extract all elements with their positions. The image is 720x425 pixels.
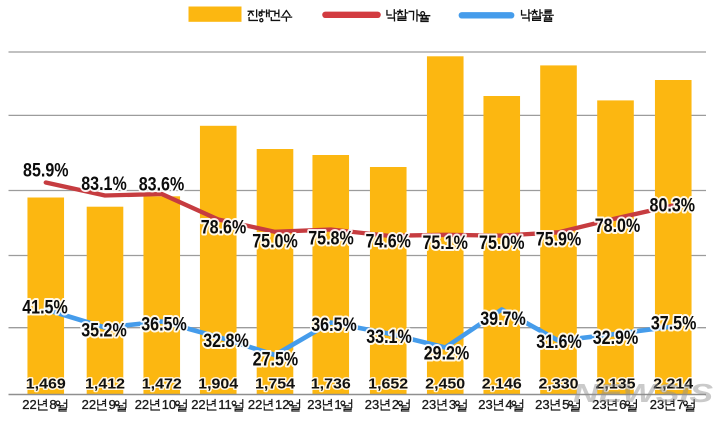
svg-text:78.6%: 78.6% (201, 218, 247, 239)
svg-text:2,450: 2,450 (425, 375, 465, 392)
svg-text:29.2%: 29.2% (424, 344, 470, 365)
svg-text:2,214: 2,214 (653, 375, 694, 392)
svg-text:1,412: 1,412 (85, 375, 125, 392)
svg-text:22: 22 (135, 397, 149, 412)
svg-text:39.7%: 39.7% (480, 309, 526, 330)
svg-text:75.0%: 75.0% (479, 233, 525, 254)
svg-text:2,330: 2,330 (539, 375, 579, 392)
svg-text:7: 7 (677, 397, 684, 412)
svg-text:27.5%: 27.5% (253, 350, 299, 371)
svg-text:1,736: 1,736 (311, 375, 351, 392)
svg-text:36.5%: 36.5% (141, 315, 187, 336)
svg-text:4: 4 (505, 397, 512, 412)
svg-text:75.1%: 75.1% (422, 233, 468, 254)
svg-text:36.5%: 36.5% (311, 315, 357, 336)
svg-text:75.0%: 75.0% (252, 232, 298, 253)
svg-text:22: 22 (82, 397, 96, 412)
svg-text:83.6%: 83.6% (139, 175, 185, 196)
svg-text:22: 22 (22, 397, 36, 412)
svg-text:31.6%: 31.6% (536, 332, 582, 353)
svg-text:23: 23 (422, 397, 436, 412)
svg-text:5: 5 (562, 397, 569, 412)
svg-text:11: 11 (218, 397, 232, 412)
svg-text:23: 23 (535, 397, 549, 412)
svg-text:1,904: 1,904 (198, 375, 239, 392)
svg-text:3: 3 (449, 397, 456, 412)
svg-text:1,469: 1,469 (26, 375, 66, 392)
svg-text:2,146: 2,146 (482, 375, 522, 392)
svg-text:23: 23 (650, 397, 664, 412)
svg-text:23: 23 (365, 397, 379, 412)
svg-text:8: 8 (49, 397, 56, 412)
svg-text:1,472: 1,472 (142, 375, 182, 392)
svg-text:75.9%: 75.9% (536, 230, 582, 251)
svg-text:2,135: 2,135 (596, 375, 636, 392)
svg-text:10: 10 (162, 397, 176, 412)
svg-text:9: 9 (109, 397, 116, 412)
svg-text:74.6%: 74.6% (365, 232, 411, 253)
svg-text:12: 12 (275, 397, 289, 412)
svg-text:2: 2 (392, 397, 399, 412)
svg-text:83.1%: 83.1% (81, 174, 127, 195)
svg-text:37.5%: 37.5% (651, 314, 697, 335)
svg-text:32.8%: 32.8% (203, 331, 249, 352)
svg-text:NEWSIS: NEWSIS (573, 378, 714, 408)
svg-text:23: 23 (592, 397, 606, 412)
svg-text:35.2%: 35.2% (81, 321, 127, 342)
svg-text:23: 23 (478, 397, 492, 412)
svg-text:22: 22 (248, 397, 262, 412)
svg-text:85.9%: 85.9% (23, 161, 69, 182)
svg-text:1,652: 1,652 (368, 375, 408, 392)
svg-text:80.3%: 80.3% (650, 196, 696, 217)
svg-text:22: 22 (191, 397, 205, 412)
svg-text:78.0%: 78.0% (595, 216, 641, 237)
svg-text:75.8%: 75.8% (308, 229, 354, 250)
svg-text:33.1%: 33.1% (366, 327, 412, 348)
svg-text:6: 6 (619, 397, 626, 412)
svg-text:41.5%: 41.5% (22, 298, 68, 319)
svg-text:1,754: 1,754 (255, 375, 296, 392)
svg-text:32.9%: 32.9% (593, 328, 639, 349)
svg-text:1: 1 (334, 397, 341, 412)
svg-text:23: 23 (307, 397, 321, 412)
